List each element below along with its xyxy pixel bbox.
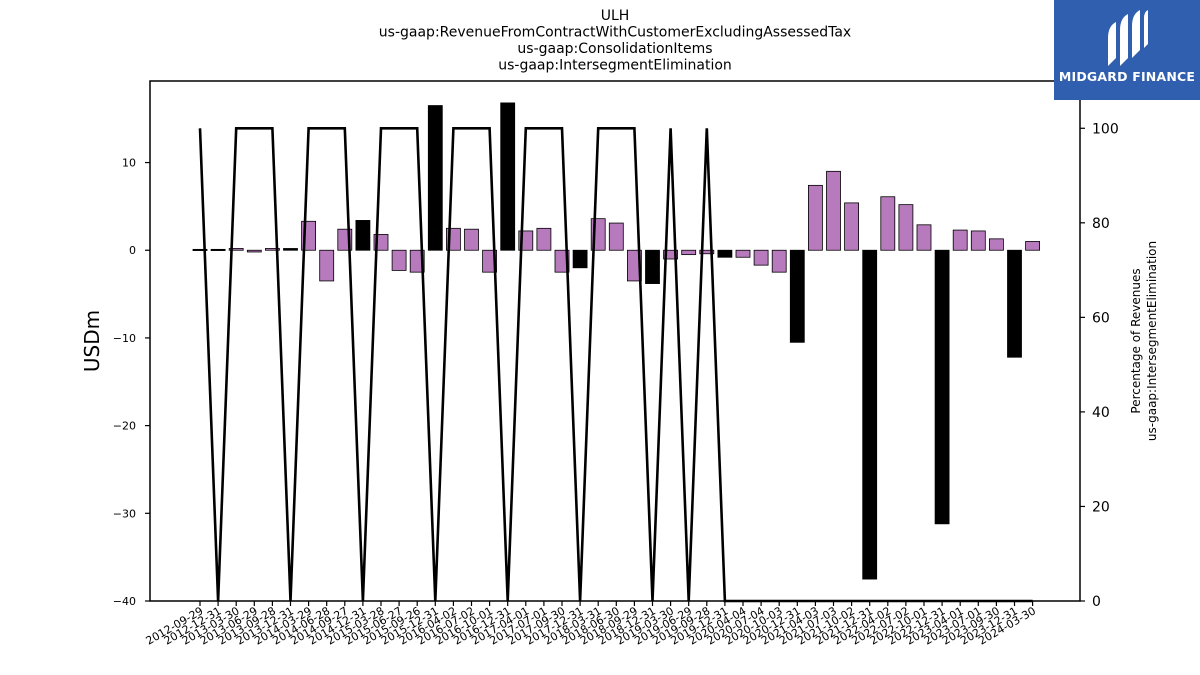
right-y-tick-label: 80 bbox=[1092, 216, 1110, 232]
plot-frame bbox=[149, 80, 1081, 602]
right-y-tick-label: 20 bbox=[1092, 499, 1110, 515]
bar bbox=[681, 249, 697, 256]
right-y-tick-label: 0 bbox=[1092, 594, 1101, 610]
bar bbox=[1007, 249, 1022, 358]
bar bbox=[699, 249, 715, 255]
y-tick-label: 10 bbox=[122, 157, 136, 170]
bar bbox=[283, 248, 298, 251]
bar bbox=[246, 249, 262, 253]
bar bbox=[898, 204, 914, 251]
right-y-axis-label-line: us-gaap:IntersegmentElimination bbox=[1145, 241, 1159, 441]
logo-text: MIDGARD FINANCE bbox=[1058, 69, 1196, 84]
bar bbox=[210, 248, 226, 251]
chart-title-line: us-gaap:RevenueFromContractWithCustomerE… bbox=[379, 25, 851, 41]
bar bbox=[391, 249, 407, 271]
bar bbox=[645, 249, 660, 284]
bar bbox=[464, 228, 479, 251]
bar bbox=[627, 249, 642, 282]
bar bbox=[934, 249, 950, 525]
bar bbox=[192, 248, 208, 251]
x-axis: 2012-09-292012-12-312013-03-302013-06-29… bbox=[144, 601, 1038, 648]
right-y-axis: 0 20 40 60 80 100 bbox=[1080, 121, 1119, 610]
bar bbox=[862, 249, 878, 580]
brand-logo: MIDGARD FINANCE bbox=[1054, 0, 1200, 100]
bar bbox=[826, 170, 841, 251]
right-y-tick-label: 100 bbox=[1092, 121, 1119, 137]
y-tick-label: −20 bbox=[113, 420, 136, 433]
y-tick-label: −10 bbox=[113, 332, 136, 345]
bar bbox=[844, 202, 859, 251]
bar bbox=[554, 249, 570, 273]
chart-title-line: us-gaap:ConsolidationItems bbox=[517, 41, 712, 57]
bar bbox=[916, 224, 932, 251]
bar bbox=[409, 249, 425, 273]
chart-title-line: us-gaap:IntersegmentElimination bbox=[498, 58, 732, 74]
bar bbox=[989, 238, 1004, 251]
bar bbox=[717, 249, 733, 258]
bar bbox=[771, 249, 787, 273]
right-y-tick-label: 60 bbox=[1092, 310, 1110, 326]
chart-title-line: ULH bbox=[601, 8, 630, 24]
bar bbox=[500, 102, 516, 251]
left-y-axis: −40 −30 −20 −10 0 10 bbox=[113, 157, 150, 608]
bar bbox=[952, 229, 968, 251]
y-tick-label: −30 bbox=[113, 507, 136, 520]
bar bbox=[880, 196, 896, 251]
logo-mark-icon bbox=[1108, 10, 1148, 66]
bar bbox=[970, 230, 986, 251]
bar bbox=[264, 248, 280, 251]
bar bbox=[572, 249, 588, 269]
y-tick-label: 0 bbox=[129, 244, 136, 257]
bar bbox=[608, 222, 624, 251]
bar bbox=[753, 249, 769, 266]
y-axis-label: USDm bbox=[80, 310, 104, 372]
y-tick-label: −40 bbox=[113, 595, 136, 608]
right-y-axis-label: Percentage of Revenues us-gaap:Intersegme… bbox=[1129, 241, 1159, 441]
bar bbox=[536, 227, 552, 251]
percentage-line bbox=[198, 127, 1033, 603]
bar bbox=[808, 184, 823, 251]
bar bbox=[789, 249, 805, 343]
bar bbox=[228, 248, 244, 251]
right-y-axis-label-line: Percentage of Revenues bbox=[1129, 268, 1143, 413]
right-y-tick-label: 40 bbox=[1092, 405, 1110, 421]
bar bbox=[735, 249, 751, 258]
bar bbox=[355, 220, 371, 251]
bar bbox=[663, 249, 678, 260]
bar bbox=[1025, 241, 1040, 251]
bar bbox=[427, 105, 443, 251]
bars bbox=[192, 102, 1040, 580]
bar bbox=[482, 249, 498, 273]
chart-title: ULHus-gaap:RevenueFromContractWithCustom… bbox=[379, 8, 851, 74]
bar bbox=[319, 249, 335, 282]
